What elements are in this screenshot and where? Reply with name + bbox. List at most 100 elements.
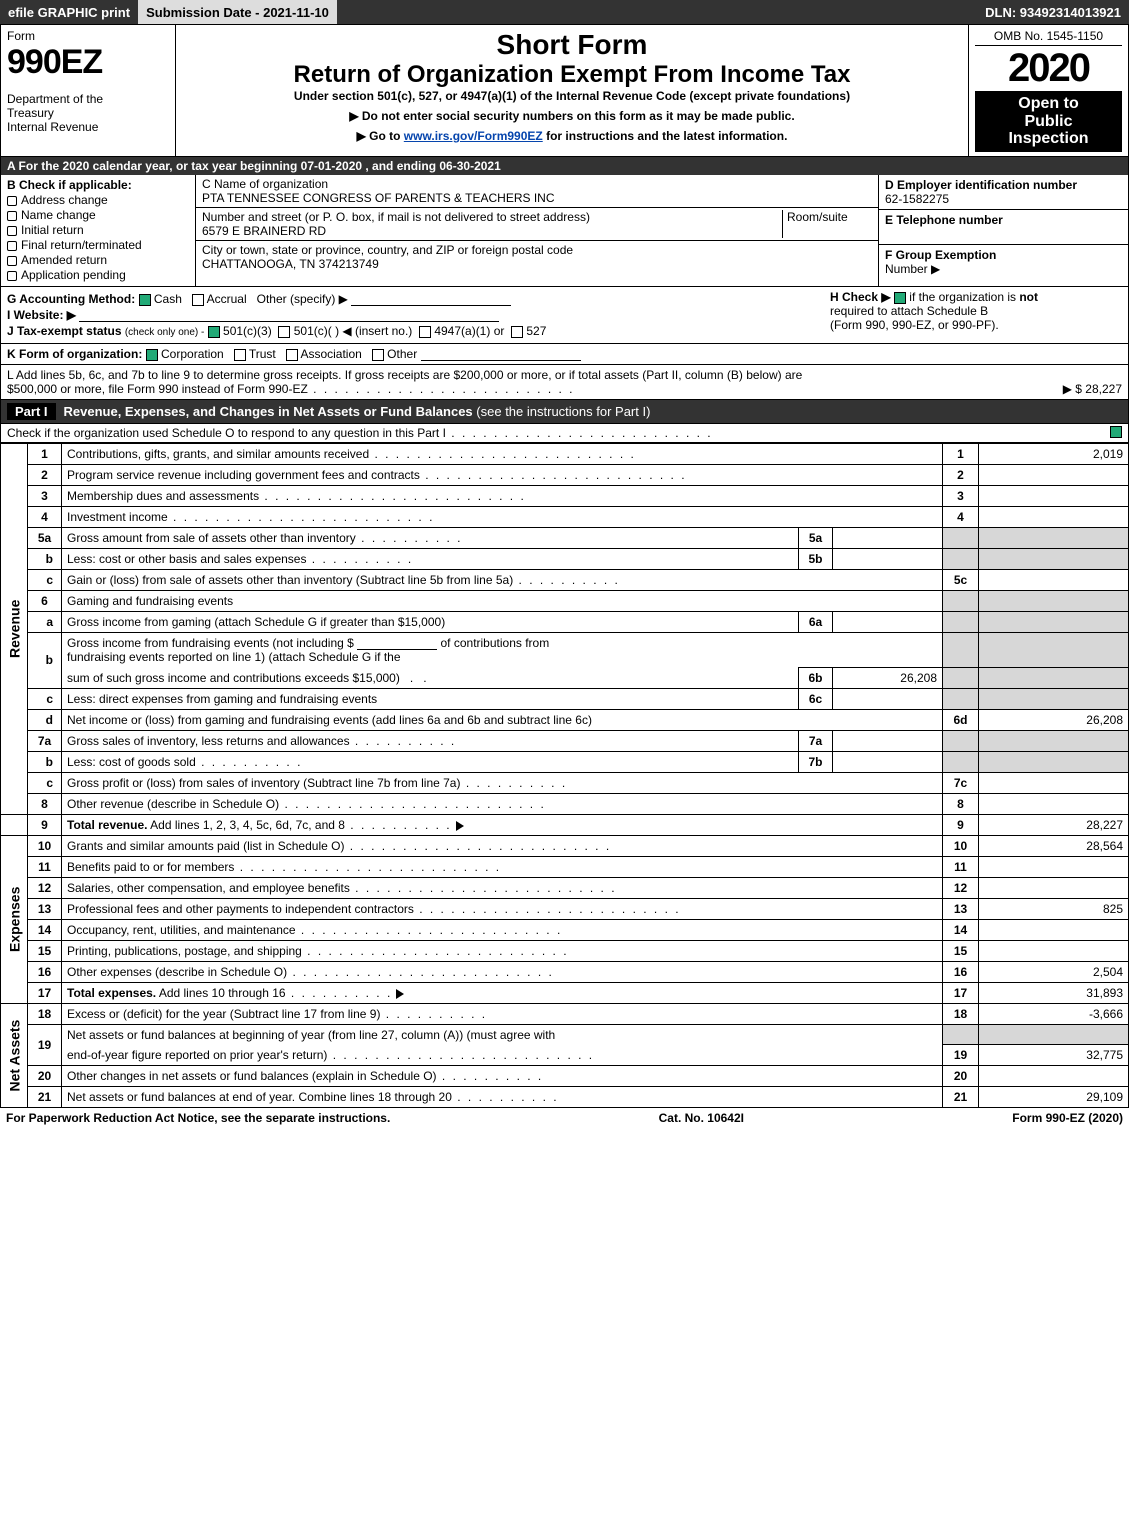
line-num: 12 xyxy=(28,877,62,898)
open-line2: Public xyxy=(977,113,1120,131)
subline-label: 7b xyxy=(799,751,833,772)
shaded-cell xyxy=(979,667,1129,688)
form-number: 990EZ xyxy=(7,43,169,82)
fundraising-not-including-input[interactable] xyxy=(357,636,437,650)
checkbox-amended-return[interactable] xyxy=(7,256,17,266)
j-501c: 501(c)( ) ◀ (insert no.) xyxy=(294,324,413,338)
line-desc: Gross income from gaming (attach Schedul… xyxy=(62,611,799,632)
h-text1: if the organization is xyxy=(909,290,1019,304)
line-amount xyxy=(979,1066,1129,1087)
top-bar: efile GRAPHIC print Submission Date - 20… xyxy=(0,0,1129,24)
checkif-title: B Check if applicable: xyxy=(7,178,189,192)
line-desc: Other changes in net assets or fund bala… xyxy=(67,1069,543,1083)
arrow-icon xyxy=(456,821,464,831)
shaded-cell xyxy=(943,730,979,751)
title-return: Return of Organization Exempt From Incom… xyxy=(182,61,962,89)
line-num: 3 xyxy=(28,485,62,506)
checkbox-initial-return[interactable] xyxy=(7,226,17,236)
line-amount xyxy=(979,793,1129,814)
checkbox-schedule-o-used[interactable] xyxy=(1110,426,1122,438)
section-revenue: Revenue xyxy=(1,443,28,814)
checkbox-501c3[interactable] xyxy=(208,326,220,338)
line-ref: 7c xyxy=(943,772,979,793)
website-input[interactable] xyxy=(79,308,499,322)
city-label: City or town, state or province, country… xyxy=(202,243,872,257)
line-num: 2 xyxy=(28,464,62,485)
line-desc-6b-4: sum of such gross income and contributio… xyxy=(67,671,400,685)
line-num: 14 xyxy=(28,919,62,940)
line-num: 8 xyxy=(28,793,62,814)
subline-value: 26,208 xyxy=(833,667,943,688)
section-spacer xyxy=(1,814,28,835)
line-desc: Add lines 10 through 16 xyxy=(159,986,392,1000)
goto-post: for instructions and the latest informat… xyxy=(546,129,787,143)
shaded-cell xyxy=(943,1024,979,1045)
other-org-input[interactable] xyxy=(421,347,581,361)
open-line3: Inspection xyxy=(977,130,1120,148)
group-exemption-label: F Group Exemption xyxy=(885,248,1122,262)
org-name: PTA TENNESSEE CONGRESS OF PARENTS & TEAC… xyxy=(202,191,872,205)
part1-label: Part I xyxy=(7,403,56,420)
irs-link[interactable]: www.irs.gov/Form990EZ xyxy=(404,129,543,143)
line-num: 10 xyxy=(28,835,62,856)
line-amount: -3,666 xyxy=(979,1003,1129,1024)
under-section-text: Under section 501(c), 527, or 4947(a)(1)… xyxy=(182,89,962,103)
h-label: H Check ▶ xyxy=(830,290,891,304)
line-num: 19 xyxy=(28,1024,62,1066)
shaded-cell xyxy=(979,751,1129,772)
accounting-other-input[interactable] xyxy=(351,292,511,306)
checkbox-trust[interactable] xyxy=(234,349,246,361)
line-desc: Other expenses (describe in Schedule O) xyxy=(67,965,554,979)
cb-label: Initial return xyxy=(21,223,84,237)
k-row: K Form of organization: Corporation Trus… xyxy=(0,344,1129,365)
checkbox-corporation[interactable] xyxy=(146,349,158,361)
j-527: 527 xyxy=(526,324,546,338)
checkbox-527[interactable] xyxy=(511,326,523,338)
l-text1: L Add lines 5b, 6c, and 7b to line 9 to … xyxy=(7,368,1122,382)
dln: DLN: 93492314013921 xyxy=(337,0,1129,24)
checkbox-address-change[interactable] xyxy=(7,196,17,206)
line-ref: 19 xyxy=(943,1045,979,1066)
checkbox-cash[interactable] xyxy=(139,294,151,306)
checkbox-other-org[interactable] xyxy=(372,349,384,361)
line-desc: Less: cost or other basis and sales expe… xyxy=(67,552,413,566)
line-amount: 32,775 xyxy=(979,1045,1129,1066)
line-desc-6b-3: fundraising events reported on line 1) (… xyxy=(67,650,401,664)
part1-subcheck-text: Check if the organization used Schedule … xyxy=(7,426,713,440)
line-ref: 9 xyxy=(943,814,979,835)
checkbox-association[interactable] xyxy=(286,349,298,361)
line-amount xyxy=(979,940,1129,961)
line-desc: Benefits paid to or for members xyxy=(67,860,501,874)
ein-value: 62-1582275 xyxy=(885,192,1122,206)
cb-label: Name change xyxy=(21,208,96,222)
line-desc-bold: Total expenses. xyxy=(67,986,156,1000)
checkbox-final-return[interactable] xyxy=(7,241,17,251)
subline-label: 5a xyxy=(799,527,833,548)
checkbox-schedule-b-not-required[interactable] xyxy=(894,292,906,304)
line-ref: 11 xyxy=(943,856,979,877)
k-trust: Trust xyxy=(249,347,276,361)
ssn-warning: ▶ Do not enter social security numbers o… xyxy=(182,109,962,123)
checkbox-accrual[interactable] xyxy=(192,294,204,306)
line-amount: 29,109 xyxy=(979,1087,1129,1108)
checkbox-501c[interactable] xyxy=(278,326,290,338)
j-501c3: 501(c)(3) xyxy=(223,324,272,338)
g-accrual: Accrual xyxy=(207,292,247,306)
c-name-label: C Name of organization xyxy=(202,177,872,191)
telephone-label: E Telephone number xyxy=(885,213,1122,227)
cb-label: Final return/terminated xyxy=(21,238,142,252)
line-desc: Contributions, gifts, grants, and simila… xyxy=(67,447,636,461)
subline-value xyxy=(833,548,943,569)
h-text3: (Form 990, 990-EZ, or 990-PF). xyxy=(830,318,1122,332)
checkbox-4947[interactable] xyxy=(419,326,431,338)
line-desc: Gross profit or (loss) from sales of inv… xyxy=(67,776,567,790)
checkbox-application-pending[interactable] xyxy=(7,271,17,281)
efile-print-button[interactable]: efile GRAPHIC print xyxy=(0,0,138,24)
street-label: Number and street (or P. O. box, if mail… xyxy=(202,210,782,224)
line-ref: 3 xyxy=(943,485,979,506)
checkbox-name-change[interactable] xyxy=(7,211,17,221)
line-amount xyxy=(979,506,1129,527)
subline-label: 5b xyxy=(799,548,833,569)
shaded-cell xyxy=(979,1024,1129,1045)
line-amount: 28,564 xyxy=(979,835,1129,856)
